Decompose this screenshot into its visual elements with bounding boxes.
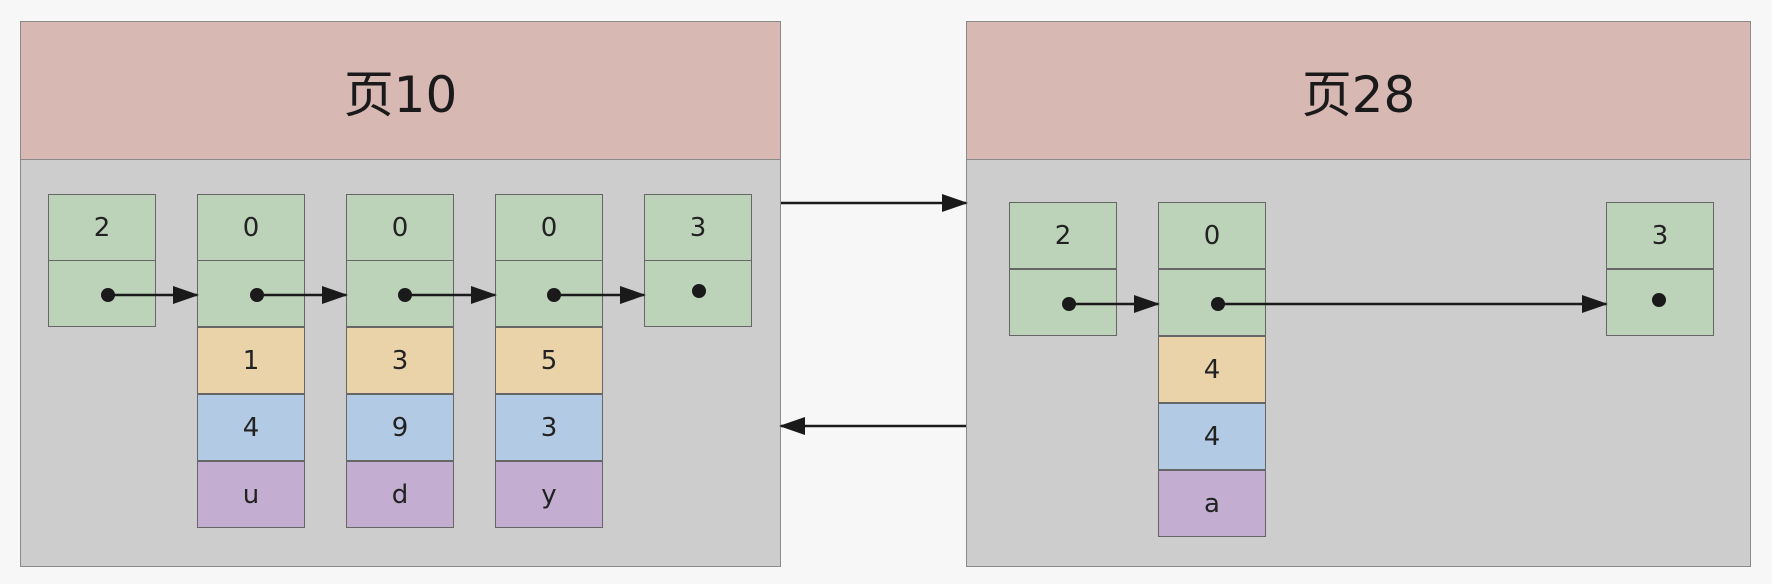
page10-record4-field3: y [495,461,603,528]
page28-record2-field2: 4 [1158,403,1266,470]
page10-record2-field3: u [197,461,305,528]
page10-record2-pointer [197,260,305,327]
page10-record2-header: 0 [197,194,305,261]
page28-record2-pointer [1158,269,1266,336]
page10-record4-header: 0 [495,194,603,261]
page28-record2-field1: 4 [1158,336,1266,403]
page10-record5-pointer [644,260,752,327]
page10-record2-field2: 4 [197,394,305,461]
page10-record2-field1: 1 [197,327,305,394]
page10-record3-header: 0 [346,194,454,261]
page-10-title: 页10 [21,22,780,160]
page28-record1-header: 2 [1009,202,1117,269]
page10-record5-header: 3 [644,194,752,261]
page10-record4-field1: 5 [495,327,603,394]
page10-record3-field2: 9 [346,394,454,461]
page-28-title: 页28 [967,22,1750,160]
page10-record3-pointer [346,260,454,327]
page10-record1-pointer [48,260,156,327]
page28-record2-field3: a [1158,470,1266,537]
page28-record3-header: 3 [1606,202,1714,269]
page10-record3-field3: d [346,461,454,528]
page10-record3-field1: 3 [346,327,454,394]
page28-record3-pointer [1606,269,1714,336]
page28-record2-header: 0 [1158,202,1266,269]
page10-record1-header: 2 [48,194,156,261]
page28-record1-pointer [1009,269,1117,336]
page10-record4-pointer [495,260,603,327]
page10-record4-field2: 3 [495,394,603,461]
